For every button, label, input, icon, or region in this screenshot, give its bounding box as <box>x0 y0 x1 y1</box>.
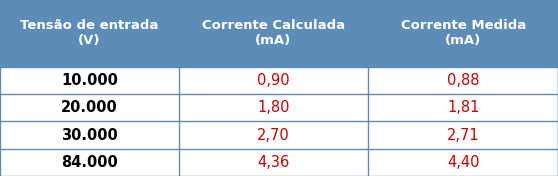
Bar <box>0 121 558 149</box>
Text: 0,90: 0,90 <box>257 73 290 88</box>
Text: 20.000: 20.000 <box>61 100 118 115</box>
Text: 30.000: 30.000 <box>61 128 118 143</box>
Text: 1,80: 1,80 <box>257 100 290 115</box>
Bar <box>0 67 558 94</box>
Bar <box>0 94 558 121</box>
Text: 10.000: 10.000 <box>61 73 118 88</box>
Text: 1,81: 1,81 <box>447 100 479 115</box>
Text: 84.000: 84.000 <box>61 155 118 170</box>
Bar <box>0 0 558 67</box>
Text: 2,71: 2,71 <box>447 128 479 143</box>
Text: 0,88: 0,88 <box>447 73 479 88</box>
Text: 4,40: 4,40 <box>447 155 479 170</box>
Text: Tensão de entrada
(V): Tensão de entrada (V) <box>20 19 158 48</box>
Text: Corrente Calculada
(mA): Corrente Calculada (mA) <box>202 19 345 48</box>
Text: 2,70: 2,70 <box>257 128 290 143</box>
Text: Corrente Medida
(mA): Corrente Medida (mA) <box>401 19 526 48</box>
Bar <box>0 149 558 176</box>
Text: 4,36: 4,36 <box>257 155 290 170</box>
